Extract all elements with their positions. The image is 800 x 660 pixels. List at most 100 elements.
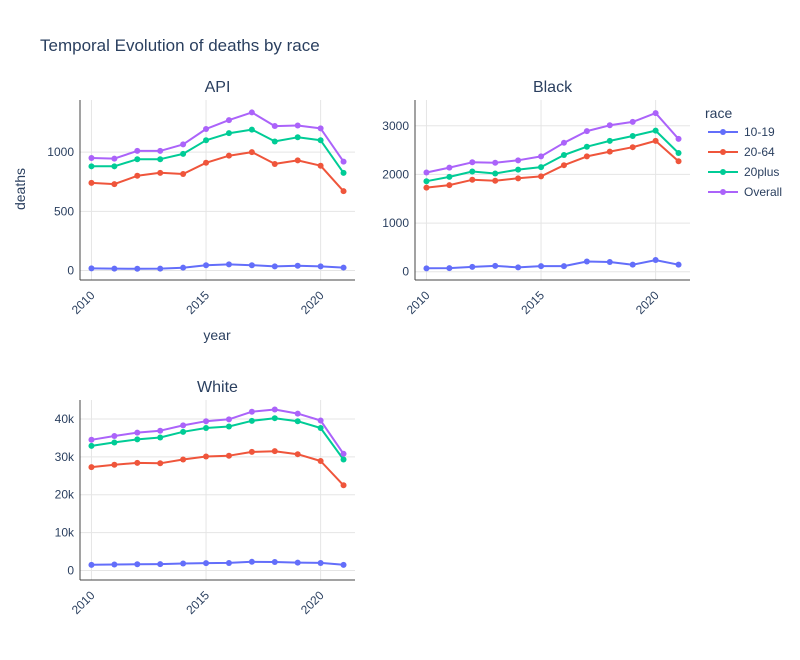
data-point [203,453,210,460]
series-20-64 [423,137,682,191]
data-point [248,558,255,565]
data-point [248,417,255,424]
y-tick-label: 3000 [382,119,409,133]
x-tick-label: 2015 [183,588,212,617]
data-point [294,410,301,417]
subplot-title-api: API [205,79,231,96]
data-point [248,126,255,133]
legend-item[interactable]: 20plus [708,165,779,179]
legend-item[interactable]: Overall [708,185,782,199]
data-point [180,428,187,435]
data-point [629,261,636,268]
data-point [515,175,522,182]
series-line [91,111,345,163]
data-point [248,262,255,269]
data-point [538,173,545,180]
data-point [111,439,118,446]
series-line [91,128,345,174]
data-point [629,118,636,125]
subplots: 0 500 1000 2010 2015 2020 API 0 1000 2000 3000 2010… [47,79,690,617]
data-point [111,181,118,188]
data-point [271,160,278,167]
data-point [225,261,232,268]
data-point [652,137,659,144]
series-20plus [88,415,347,463]
subplot-title-black: Black [533,79,573,96]
data-point [180,456,187,463]
data-point [180,264,187,271]
data-point [271,415,278,422]
data-point [515,157,522,164]
data-point [271,138,278,145]
subplot-white: 0 10k 20k 30k 40k 2010 2015 2020 White [55,379,355,617]
data-point [317,263,324,270]
x-tick-label: 2010 [404,288,433,317]
data-point [294,418,301,425]
data-point [157,434,164,441]
series-line [91,450,345,486]
figure-title: Temporal Evolution of deaths by race [40,36,320,55]
data-point [225,152,232,159]
data-point [157,427,164,434]
legend-swatch-marker [720,189,726,195]
data-point [88,436,95,443]
data-point [340,482,347,489]
data-point [469,176,476,183]
x-tick-label: 2010 [69,588,98,617]
series-line [91,560,344,566]
data-point [583,128,590,135]
data-point [88,561,95,568]
legend-title: race [705,105,732,121]
series-line [426,129,680,183]
series-overall [88,109,347,165]
data-point [317,417,324,424]
data-point [515,166,522,173]
data-point [340,158,347,165]
data-point [203,560,210,567]
data-point [180,171,187,178]
data-point [157,147,164,154]
data-point [606,137,613,144]
data-point [248,448,255,455]
data-point [675,261,682,268]
data-point [675,150,682,157]
data-point [340,169,347,176]
data-point [225,559,232,566]
x-tick-label: 2020 [298,588,327,617]
series-line [426,139,680,189]
x-tick-label: 2020 [633,288,662,317]
legend-item[interactable]: 20-64 [708,145,775,159]
data-point [294,451,301,458]
y-tick-label: 40k [55,412,75,426]
data-point [446,265,453,272]
data-point [538,164,545,171]
data-point [294,134,301,141]
legend-item[interactable]: 10-19 [708,125,775,139]
data-point [157,169,164,176]
data-point [515,264,522,271]
data-point [203,126,210,133]
data-point [157,265,164,272]
data-point [606,122,613,129]
data-point [469,159,476,166]
data-point [675,135,682,142]
data-point [248,408,255,415]
data-point [492,170,499,177]
data-point [317,162,324,169]
data-point [294,122,301,129]
legend-label: 10-19 [744,125,775,139]
data-point [203,262,210,269]
data-point [583,143,590,150]
data-point [629,144,636,151]
y-tick-label: 10k [55,526,75,540]
data-point [317,425,324,432]
data-point [111,155,118,162]
legend-swatch-marker [720,149,726,155]
data-point [111,433,118,439]
data-point [203,137,210,144]
data-point [271,448,278,455]
data-point [652,257,659,264]
data-point [583,153,590,160]
subplot-api: 0 500 1000 2010 2015 2020 API [47,79,355,317]
series-line [91,151,345,192]
